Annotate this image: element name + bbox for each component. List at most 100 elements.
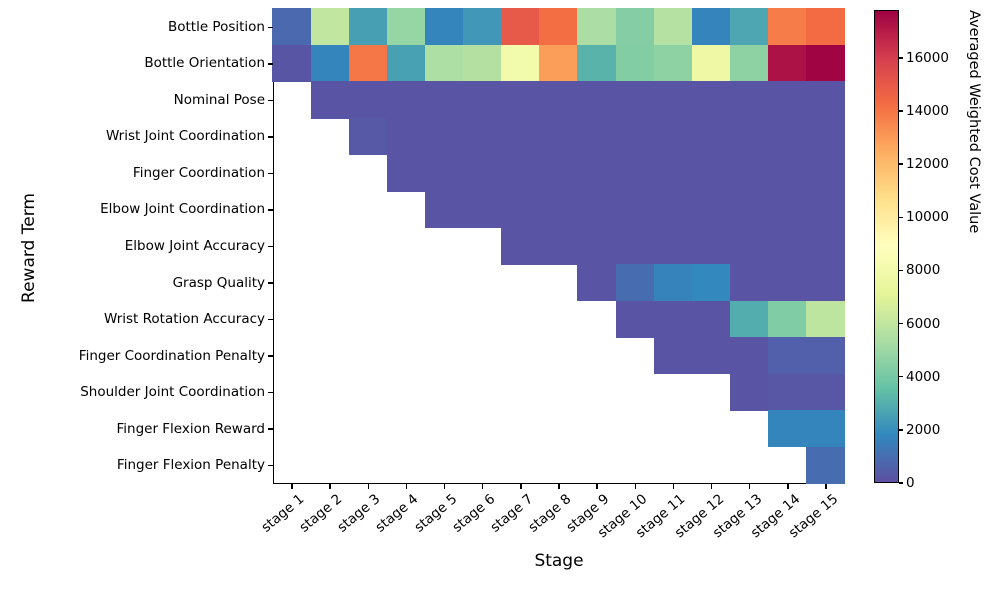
heatmap-cell <box>577 264 617 302</box>
y-tick-label: Finger Flexion Reward <box>116 420 265 437</box>
heatmap-cell <box>768 44 807 82</box>
heatmap-cell <box>653 227 693 265</box>
heatmap-cell <box>386 81 426 119</box>
colorbar-tick <box>899 482 903 484</box>
heatmap-cell <box>615 300 655 338</box>
heatmap-cell <box>653 337 693 375</box>
y-tick-label: Wrist Joint Coordination <box>105 128 265 145</box>
y-tick <box>268 26 273 29</box>
heatmap-cell <box>691 227 731 265</box>
colorbar-tick <box>899 322 903 325</box>
heatmap-cell <box>310 44 350 82</box>
y-tick <box>268 63 273 65</box>
heatmap-cell <box>615 191 655 229</box>
heatmap-cell <box>501 81 540 119</box>
heatmap-cell <box>615 81 655 119</box>
heatmap-cell <box>615 227 655 265</box>
x-tick-label: stage 8 <box>525 491 575 536</box>
heatmap-cell <box>615 118 655 156</box>
heatmap-cell <box>806 337 845 375</box>
y-tick <box>268 99 273 102</box>
y-tick-label: Finger Coordination Penalty <box>78 347 265 364</box>
heatmap-cell <box>730 8 769 46</box>
x-tick <box>367 484 370 489</box>
heatmap-cell <box>501 44 540 82</box>
heatmap-cell <box>577 44 617 82</box>
heatmap-cell <box>463 191 502 229</box>
colorbar-tick-label: 12000 <box>906 156 949 173</box>
heatmap-cell <box>501 154 540 192</box>
heatmap-cell <box>691 300 731 338</box>
heatmap-cell <box>577 191 617 229</box>
heatmap-cell <box>539 44 578 82</box>
heatmap-cell <box>653 154 693 192</box>
heatmap-cell <box>691 264 731 302</box>
colorbar-tick-label: 10000 <box>906 209 949 226</box>
y-tick-label: Wrist Rotation Accuracy <box>103 311 265 328</box>
heatmap-cell <box>424 44 464 82</box>
x-tick <box>634 484 637 489</box>
heatmap-cell <box>806 410 845 448</box>
heatmap-cell <box>386 154 426 192</box>
y-tick-label: Grasp Quality <box>172 274 265 291</box>
heatmap-cell <box>806 44 845 82</box>
heatmap-cell <box>806 300 845 338</box>
heatmap-cell <box>577 154 617 192</box>
heatmap-cell <box>501 227 540 265</box>
colorbar <box>874 10 899 483</box>
colorbar-tick-label: 4000 <box>906 368 941 385</box>
x-tick <box>443 484 446 489</box>
heatmap-cell <box>806 81 845 119</box>
y-tick <box>268 428 273 430</box>
heatmap-cell <box>615 154 655 192</box>
heatmap-cell <box>348 81 388 119</box>
heatmap-cell <box>539 154 578 192</box>
heatmap-cell <box>615 264 655 302</box>
heatmap-cell <box>615 44 655 82</box>
heatmap-cell <box>539 191 578 229</box>
heatmap-cell <box>501 118 540 156</box>
y-tick <box>268 172 273 175</box>
heatmap-cell <box>691 8 731 46</box>
colorbar-tick <box>899 375 903 378</box>
colorbar-tick <box>899 163 903 165</box>
heatmap-cell <box>501 191 540 229</box>
heatmap-cell <box>768 337 807 375</box>
heatmap-cell <box>386 8 426 46</box>
x-tick <box>710 484 713 489</box>
heatmap-cell <box>424 81 464 119</box>
heatmap-cell <box>463 81 502 119</box>
heatmap-cell <box>348 118 388 156</box>
y-tick <box>268 282 273 284</box>
heatmap-cell <box>348 8 388 46</box>
heatmap-cell <box>691 154 731 192</box>
heatmap-cell <box>691 44 731 82</box>
colorbar-tick-label: 6000 <box>906 315 941 332</box>
heatmap-cell <box>653 191 693 229</box>
heatmap-cell <box>539 227 578 265</box>
heatmap-cell <box>653 44 693 82</box>
x-tick <box>596 484 598 489</box>
y-tick <box>268 464 273 467</box>
heatmap-cell <box>539 118 578 156</box>
heatmap-cell <box>463 154 502 192</box>
heatmap-cell <box>730 264 769 302</box>
colorbar-label-text: Averaged Weighted Cost Value <box>966 10 982 234</box>
colorbar-tick <box>899 429 903 431</box>
y-tick <box>268 391 273 394</box>
colorbar-tick-label: 2000 <box>906 421 941 438</box>
heatmap-cell <box>806 8 845 46</box>
heatmap-cell <box>768 81 807 119</box>
colorbar-tick-label: 8000 <box>906 262 941 279</box>
heatmap-cell <box>577 118 617 156</box>
heatmap-cell <box>653 264 693 302</box>
heatmap-cell <box>730 154 769 192</box>
x-tick <box>787 484 789 489</box>
heatmap-cell <box>768 118 807 156</box>
heatmap-cell <box>768 8 807 46</box>
y-tick-label: Finger Coordination <box>132 164 265 181</box>
x-tick-label: stage 5 <box>411 491 460 536</box>
colorbar-tick <box>899 57 903 59</box>
heatmap-cell <box>424 8 464 46</box>
